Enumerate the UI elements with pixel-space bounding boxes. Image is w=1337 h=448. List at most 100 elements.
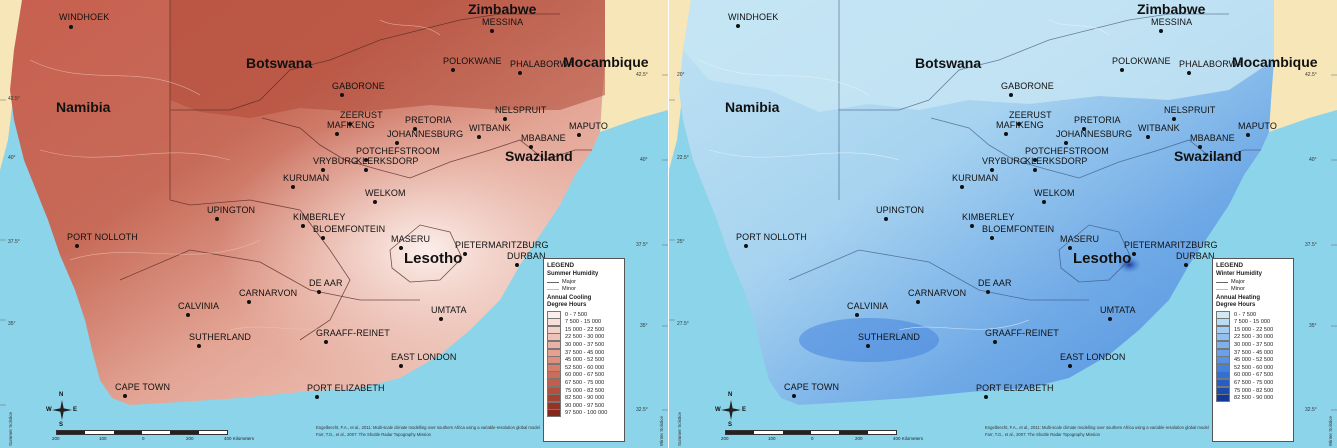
legend-class-row: 97 500 - 100 000 — [547, 409, 621, 418]
place-marker — [1132, 252, 1136, 256]
lat-label: 42.5° — [8, 96, 20, 102]
place-marker — [993, 340, 997, 344]
place-label: POLOKWANE — [443, 56, 502, 66]
place-marker — [986, 290, 990, 294]
place-label: PRETORIA — [405, 115, 452, 125]
legend-major-label: Major — [562, 279, 576, 285]
place-vryburg: VRYBURG — [313, 157, 358, 172]
place-marker — [744, 244, 748, 248]
lat-label: 35° — [640, 323, 648, 329]
legend-header: LEGEND — [547, 262, 575, 269]
place-label: WELKOM — [1034, 188, 1075, 198]
lat-label: 32.5° — [636, 407, 648, 413]
place-marker — [1017, 122, 1021, 126]
credit-text: Engelbrecht, F.A., et al., 2011: Multi-s… — [985, 425, 1209, 438]
place-marker — [335, 132, 339, 136]
place-gaborone: GABORONE — [332, 82, 385, 97]
legend-class-row: 30 000 - 37 500 — [1216, 340, 1290, 349]
heating-legend: LEGEND Winter Humidity Major Minor Annua… — [1212, 258, 1294, 442]
legend-class-row: 0 - 7 500 — [1216, 310, 1290, 319]
place-marker — [301, 224, 305, 228]
legend-class-row: 60 000 - 67 500 — [547, 371, 621, 380]
legend-minor-label: Minor — [562, 286, 576, 292]
place-marker — [916, 300, 920, 304]
place-label: GRAAFF-REINET — [316, 328, 390, 338]
compass-e: E — [742, 407, 747, 413]
place-label: PHALABORWA — [1179, 59, 1244, 69]
country-label-swaziland: Swaziland — [505, 148, 573, 164]
place-messina: MESSINA — [1151, 18, 1192, 33]
place-label: NELSPRUIT — [1164, 105, 1216, 115]
country-label-zimbabwe: Zimbabwe — [468, 1, 537, 17]
credit-line: Engelbrecht, F.A., et al., 2011: Multi-s… — [985, 425, 1209, 430]
place-marker — [960, 185, 964, 189]
legend-swatch — [1216, 340, 1230, 349]
place-label: MESSINA — [482, 17, 524, 27]
heating-map-base — [669, 0, 1337, 448]
legend-class-row: 37 500 - 45 000 — [1216, 348, 1290, 357]
scale-bar-graphic — [725, 430, 897, 435]
place-marker — [324, 340, 328, 344]
legend-class-label: 0 - 7 500 — [565, 311, 588, 318]
legend-class-row: 37 500 - 45 000 — [547, 348, 621, 357]
place-marker — [1068, 364, 1072, 368]
place-label: UPINGTON — [207, 205, 256, 215]
country-label-namibia: Namibia — [56, 99, 111, 115]
country-label-botswana: Botswana — [915, 55, 982, 71]
place-label: MBABANE — [521, 133, 566, 143]
legend-class-row: 67 500 - 75 000 — [547, 378, 621, 387]
legend-class-row: 15 000 - 22 500 — [1216, 325, 1290, 334]
compass-rose-icon — [721, 400, 741, 420]
place-marker — [364, 168, 368, 172]
place-label: MAPUTO — [1238, 121, 1277, 131]
place-port-elizabeth: PORT ELIZABETH — [976, 384, 1054, 399]
legend-title-line: Annual Cooling — [547, 295, 592, 301]
place-label: UMTATA — [1100, 305, 1136, 315]
place-label: BLOEMFONTEIN — [982, 224, 1055, 234]
legend-class-label: 52 500 - 60 000 — [565, 364, 605, 371]
place-upington: UPINGTON — [207, 205, 256, 221]
place-nelspruit: NELSPRUIT — [495, 106, 546, 121]
place-label: POTCHEFSTROOM — [356, 146, 440, 156]
legend-swatch — [547, 401, 561, 410]
legend-class-list: 0 - 7 500 7 500 - 15 000 15 000 - 22 500 22… — [1216, 310, 1290, 403]
legend-swatch — [1216, 310, 1230, 319]
lat-label: 20° — [677, 72, 685, 78]
legend-class-row: 22 500 - 30 000 — [1216, 333, 1290, 342]
place-maseru: MASERU — [391, 235, 430, 250]
lat-label: 37.5° — [1305, 242, 1317, 248]
place-marker — [364, 158, 368, 162]
place-marker — [970, 224, 974, 228]
place-marker — [866, 344, 870, 348]
legend-class-label: 97 500 - 100 000 — [565, 410, 608, 417]
place-marker — [855, 313, 859, 317]
legend-title: Annual Cooling Degree Hours — [547, 295, 621, 309]
place-mbabane: MBABANE — [521, 133, 566, 149]
country-label-lesotho: Lesotho — [1073, 250, 1132, 267]
legend-swatch — [1216, 348, 1230, 357]
scale-tick: 100 — [99, 436, 107, 441]
place-upington: UPINGTON — [876, 206, 924, 221]
legend-class-label: 75 000 - 82 500 — [1234, 387, 1274, 394]
place-marker — [1009, 93, 1013, 97]
place-umtata: UMTATA — [431, 306, 467, 321]
place-marker — [577, 133, 581, 137]
legend-class-label: 67 500 - 75 000 — [565, 379, 605, 386]
place-label: VRYBURG — [982, 156, 1028, 166]
place-marker — [197, 344, 201, 348]
compass-s: S — [59, 422, 64, 428]
place-kimberley: KIMBERLEY — [293, 213, 345, 228]
place-graaff-reinet: GRAAFF-REINET — [985, 329, 1059, 344]
place-carnarvon: CARNARVON — [239, 289, 297, 304]
legend-swatch — [547, 378, 561, 387]
legend-class-label: 75 000 - 82 500 — [565, 387, 605, 394]
legend-swatch — [547, 386, 561, 395]
place-sutherland: SUTHERLAND — [858, 333, 920, 348]
legend-subtitle: Winter Humidity — [1216, 271, 1262, 277]
place-label: PRETORIA — [1074, 115, 1121, 125]
legend-class-label: 7 500 - 15 000 — [565, 319, 602, 326]
place-marker — [463, 252, 467, 256]
place-umtata: UMTATA — [1100, 305, 1136, 321]
legend-class-row: 82 500 - 90 000 — [547, 394, 621, 403]
